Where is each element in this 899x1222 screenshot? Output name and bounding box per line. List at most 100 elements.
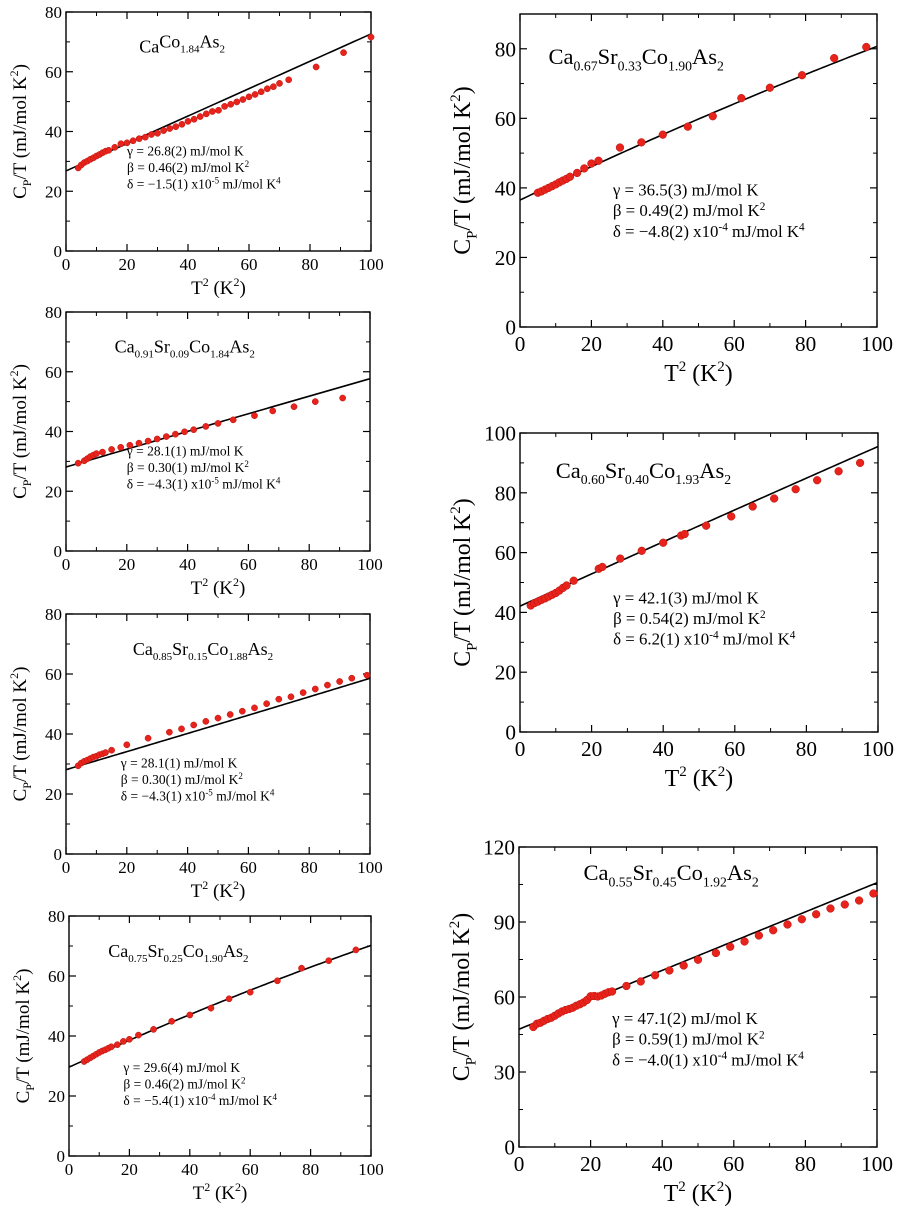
x-label-exp: 2 xyxy=(679,764,687,780)
x-tick-label: 80 xyxy=(795,1152,816,1176)
x-label-exp: 2 xyxy=(678,1179,686,1195)
data-point xyxy=(245,93,253,101)
data-point xyxy=(637,138,646,147)
x-tick-label: 80 xyxy=(301,555,318,574)
data-point xyxy=(184,117,192,125)
formula-element: Co xyxy=(642,44,668,69)
param-exponent: -4 xyxy=(718,1050,728,1062)
data-point xyxy=(783,920,792,929)
y-label-close: ) xyxy=(10,364,31,370)
data-point xyxy=(166,728,173,736)
data-point xyxy=(726,942,735,951)
formula-element: As xyxy=(199,32,219,52)
formula-element: Co xyxy=(189,337,210,357)
x-label-unit: (K xyxy=(210,1183,235,1204)
data-point xyxy=(587,159,596,168)
data-point xyxy=(658,130,667,139)
data-point xyxy=(830,54,839,63)
fit-parameter-delta: δ = −4.3(1) x10-5 mJ/mol K4 xyxy=(121,788,275,804)
formula-element: Ca xyxy=(556,458,581,483)
x-tick-label: 40 xyxy=(653,737,674,761)
param-symbol: δ xyxy=(121,789,127,804)
param-value: = 29.6(4) mJ/mol K xyxy=(129,1060,240,1075)
formula-subscript: 1.93 xyxy=(675,472,699,487)
x-tick-label: 100 xyxy=(358,255,384,274)
formula-element: Co xyxy=(159,32,180,52)
formula-element: As xyxy=(692,44,717,69)
data-point xyxy=(263,85,271,93)
data-point xyxy=(572,168,582,178)
x-label-symbol: T xyxy=(664,361,679,387)
y-tick-label: 60 xyxy=(45,363,62,382)
param-value: = 6.2(1) x10 xyxy=(621,630,709,649)
param-value: = −1.5(1) x10 xyxy=(133,176,211,191)
y-tick-label: 40 xyxy=(45,423,62,442)
data-point xyxy=(298,964,305,972)
data-point xyxy=(202,110,210,118)
param-value: = 42.1(3) mJ/mol K xyxy=(621,588,759,607)
data-point xyxy=(221,103,228,110)
data-point xyxy=(178,725,185,733)
formula-element: Ca xyxy=(549,44,574,69)
x-tick-label: 40 xyxy=(179,555,196,574)
param-unit: mJ/mol K xyxy=(719,630,790,649)
data-point xyxy=(622,981,631,991)
formula-element: Sr xyxy=(148,941,164,961)
data-point xyxy=(144,437,152,445)
x-tick-label: 0 xyxy=(65,1160,74,1179)
param-value: = 0.46(2) mJ/mol K xyxy=(130,1077,241,1092)
param-symbol: β xyxy=(613,201,622,220)
x-tick-label: 40 xyxy=(181,1160,198,1179)
x-label-exp: 2 xyxy=(202,878,208,892)
data-point xyxy=(190,115,198,123)
param-unit-exponent: 4 xyxy=(798,1050,804,1062)
x-label-close: ) xyxy=(725,766,733,792)
param-unit-exponent: 4 xyxy=(276,175,281,185)
formula-subscript: 0.75 xyxy=(128,953,148,965)
data-point xyxy=(737,94,746,103)
param-exponent: 2 xyxy=(241,1076,246,1086)
param-unit: mJ/mol K xyxy=(727,1050,798,1069)
data-point xyxy=(214,714,222,722)
y-tick-label: 80 xyxy=(45,3,62,22)
formula-subscript: 0.09 xyxy=(170,349,190,361)
x-label-close: ) xyxy=(239,881,245,902)
formula-element: Sr xyxy=(605,458,626,483)
composition-label: Ca0.91Sr0.09Co1.84As2 xyxy=(115,337,255,361)
formula-element: Sr xyxy=(633,860,654,885)
x-label-unit-exp: 2 xyxy=(235,1180,241,1194)
param-unit-exponent: 4 xyxy=(790,629,796,641)
data-point xyxy=(214,420,222,427)
x-tick-label: 0 xyxy=(62,858,71,877)
y-label-sub: P xyxy=(20,179,34,186)
y-label-symbol: C xyxy=(449,1065,475,1081)
y-axis-label: CP/T (mJ/mol K2) xyxy=(7,364,34,499)
fit-parameter-beta: β = 0.46(2) mJ/mol K2 xyxy=(127,159,249,175)
param-exponent: -5 xyxy=(211,475,219,485)
fit-parameter-beta: β = 0.59(1) mJ/mol K2 xyxy=(612,1029,765,1048)
formula-subscript: 2 xyxy=(243,953,249,965)
x-label-unit: (K xyxy=(208,578,233,599)
data-point xyxy=(693,955,703,964)
data-point xyxy=(215,106,222,114)
x-tick-label: 100 xyxy=(357,858,383,877)
y-tick-label: 0 xyxy=(57,1147,66,1166)
x-label-unit: (K xyxy=(686,1181,717,1207)
y-label-unit-exp: 2 xyxy=(448,506,464,514)
composition-label: Ca0.85Sr0.15Co1.88As2 xyxy=(133,639,273,663)
y-label-symbol: C xyxy=(10,486,31,499)
formula-subscript: 1.90 xyxy=(668,58,692,73)
param-symbol: δ xyxy=(127,476,133,491)
y-tick-label: 0 xyxy=(54,542,63,561)
x-tick-label: 100 xyxy=(358,1160,384,1179)
data-point xyxy=(160,127,167,134)
data-point xyxy=(227,100,235,108)
fit-parameter-beta: β = 0.46(2) mJ/mol K2 xyxy=(123,1076,245,1092)
param-unit-exponent: 4 xyxy=(799,222,805,234)
fit-parameter-delta: δ = 6.2(1) x10-4 mJ/mol K4 xyxy=(613,629,796,648)
data-point xyxy=(123,139,131,147)
param-symbol: β xyxy=(612,1030,621,1049)
data-point xyxy=(650,971,660,980)
